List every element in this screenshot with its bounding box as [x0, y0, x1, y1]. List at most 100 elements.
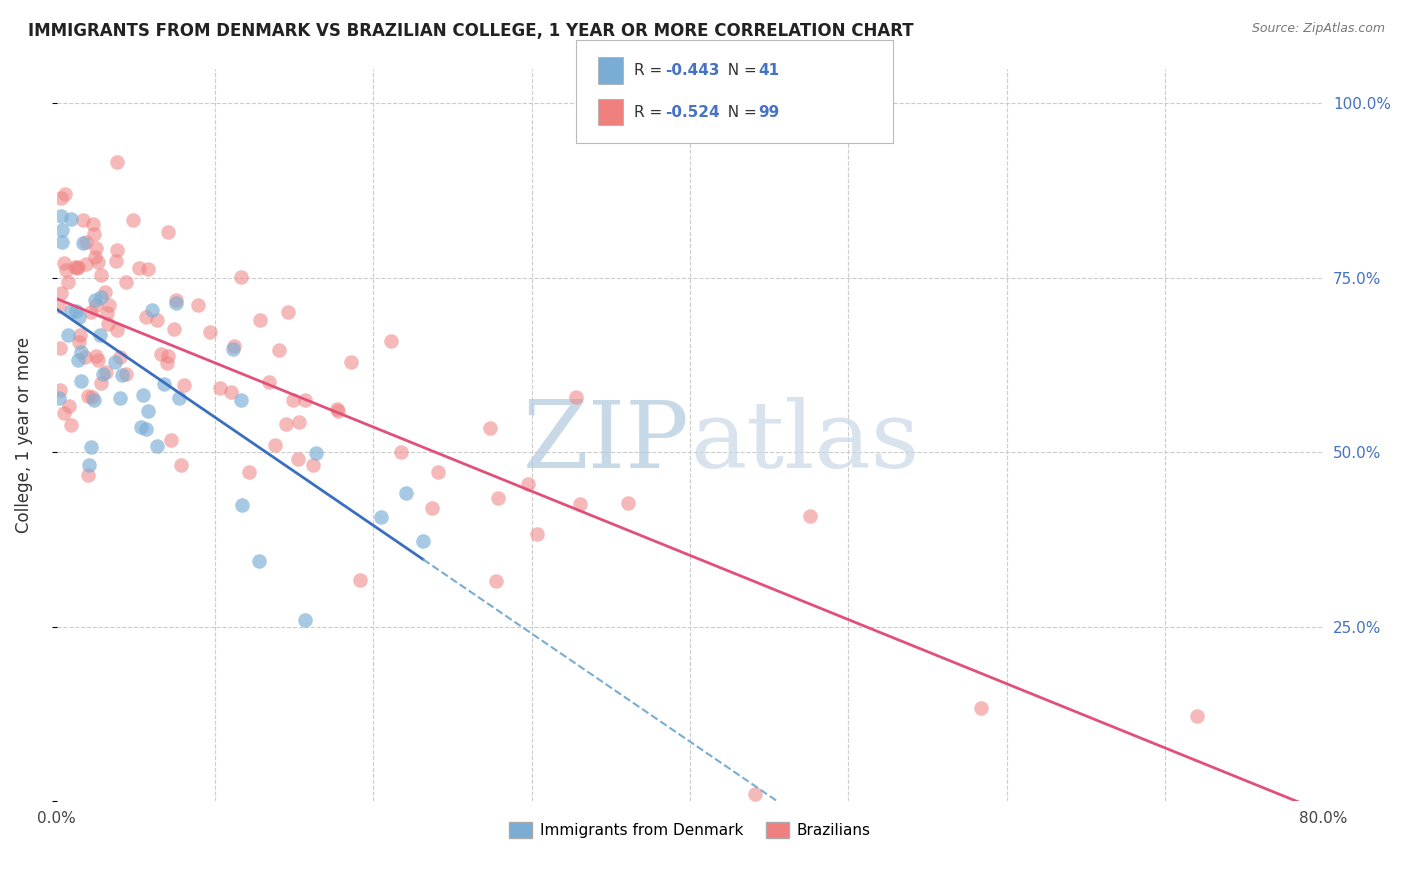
- Point: [111, 368, 134, 382]
- Point: [58, 275, 80, 289]
- Point: [156, 356, 179, 370]
- Text: R =: R =: [634, 63, 668, 78]
- Point: [107, 243, 129, 257]
- Point: [86, 255, 108, 269]
- Text: ZIP: ZIP: [523, 397, 690, 487]
- Text: -0.524: -0.524: [665, 104, 720, 120]
- Point: [157, 349, 180, 363]
- Point: [51, 191, 73, 205]
- Point: [59, 417, 82, 432]
- Point: [84, 293, 107, 307]
- Point: [1185, 709, 1208, 723]
- Point: [105, 323, 128, 337]
- Point: [89, 328, 111, 343]
- Text: N =: N =: [718, 104, 762, 120]
- Point: [65, 304, 87, 318]
- Text: Source: ZipAtlas.com: Source: ZipAtlas.com: [1251, 22, 1385, 36]
- Point: [66, 261, 89, 276]
- Point: [75, 257, 97, 271]
- Point: [349, 573, 371, 587]
- Point: [58, 399, 80, 413]
- Point: [222, 343, 245, 357]
- Point: [83, 250, 105, 264]
- Point: [160, 433, 183, 447]
- Point: [114, 275, 136, 289]
- Point: [132, 388, 155, 402]
- Point: [305, 446, 328, 460]
- Point: [83, 227, 105, 242]
- Point: [60, 303, 83, 318]
- Point: [104, 355, 127, 369]
- Point: [135, 422, 157, 436]
- Point: [249, 313, 271, 327]
- Point: [94, 366, 117, 380]
- Point: [269, 343, 291, 357]
- Point: [165, 293, 187, 308]
- Text: -0.443: -0.443: [665, 63, 720, 78]
- Point: [150, 347, 173, 361]
- Point: [395, 486, 418, 500]
- Point: [136, 262, 159, 277]
- Point: [48, 299, 70, 313]
- Point: [49, 286, 72, 301]
- Point: [412, 533, 434, 548]
- Point: [565, 390, 588, 404]
- Point: [165, 296, 187, 310]
- Point: [73, 350, 96, 364]
- Point: [370, 510, 392, 524]
- Point: [135, 310, 157, 324]
- Point: [51, 209, 73, 223]
- Point: [231, 392, 253, 407]
- Point: [49, 384, 72, 398]
- Point: [55, 263, 77, 277]
- Point: [84, 298, 107, 312]
- Point: [77, 389, 100, 403]
- Point: [98, 297, 121, 311]
- Point: [48, 391, 70, 405]
- Point: [294, 393, 316, 408]
- Point: [187, 298, 209, 312]
- Point: [141, 302, 163, 317]
- Point: [247, 554, 270, 568]
- Point: [108, 350, 131, 364]
- Point: [146, 439, 169, 453]
- Point: [82, 217, 104, 231]
- Point: [51, 235, 73, 250]
- Point: [257, 375, 280, 389]
- Point: [145, 313, 167, 327]
- Point: [90, 290, 112, 304]
- Point: [70, 345, 93, 359]
- Point: [526, 526, 548, 541]
- Point: [129, 420, 152, 434]
- Point: [75, 235, 97, 250]
- Point: [238, 465, 260, 479]
- Point: [231, 269, 253, 284]
- Point: [110, 391, 132, 405]
- Point: [340, 355, 363, 369]
- Point: [104, 254, 127, 268]
- Point: [264, 438, 287, 452]
- Point: [208, 381, 231, 395]
- Point: [970, 701, 993, 715]
- Point: [90, 268, 112, 282]
- Point: [96, 306, 118, 320]
- Point: [277, 304, 299, 318]
- Point: [287, 452, 309, 467]
- Point: [94, 285, 117, 299]
- Point: [231, 498, 253, 512]
- Point: [53, 256, 76, 270]
- Point: [484, 574, 506, 588]
- Point: [224, 339, 246, 353]
- Text: 99: 99: [758, 104, 779, 120]
- Point: [170, 458, 193, 473]
- Point: [80, 390, 103, 404]
- Point: [72, 212, 94, 227]
- Point: [326, 404, 349, 418]
- Point: [479, 421, 502, 435]
- Point: [97, 317, 120, 331]
- Point: [56, 328, 79, 343]
- Point: [48, 341, 70, 355]
- Point: [80, 305, 103, 319]
- Point: [198, 325, 221, 339]
- Point: [744, 787, 766, 801]
